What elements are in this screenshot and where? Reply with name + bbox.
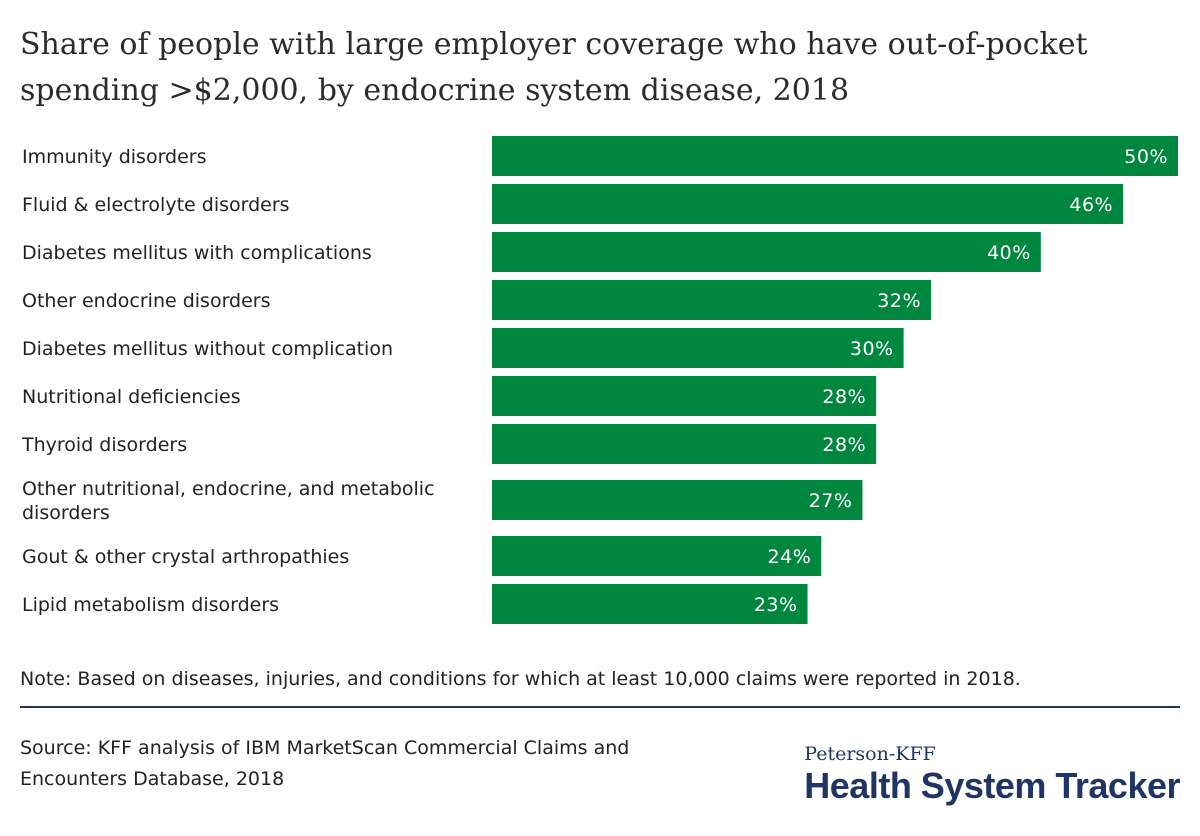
bar-value-label: 30%	[850, 338, 894, 360]
bar	[492, 584, 808, 624]
bar	[492, 232, 1041, 272]
bar	[492, 280, 932, 320]
bar-chart: 50% Immunity disorders 46% Fluid & electrol…	[21, 136, 1178, 624]
chart-title: Share of people with large employer cove…	[20, 27, 1088, 108]
chart-source: Source: KFF analysis of IBM MarketScan C…	[20, 737, 630, 790]
category-label: Fluid & electrolyte disorders	[22, 194, 290, 216]
bar-value-label: 32%	[877, 290, 921, 312]
bar-value-label: 50%	[1124, 146, 1168, 168]
bar-value-label: 46%	[1069, 194, 1113, 216]
category-label: disorders	[22, 502, 110, 524]
bar	[492, 184, 1124, 224]
bar	[492, 328, 904, 368]
bar-value-label: 23%	[754, 594, 798, 616]
bar	[492, 536, 822, 576]
brand-logo[interactable]: Peterson-KFF Health System Tracker	[804, 742, 1180, 806]
bar	[492, 480, 863, 520]
category-label: Immunity disorders	[22, 146, 207, 168]
category-label: Other nutritional, endocrine, and metabo…	[22, 478, 435, 500]
bar	[492, 424, 877, 464]
bar-value-label: 40%	[987, 242, 1031, 264]
bar-value-label: 27%	[809, 490, 853, 512]
category-label: Diabetes mellitus without complication	[22, 338, 393, 360]
bar	[492, 376, 877, 416]
category-label: Thyroid disorders	[21, 434, 187, 456]
brand-logo-main: Health System Tracker	[804, 765, 1180, 806]
bar-value-label: 24%	[768, 546, 812, 568]
bar-value-label: 28%	[822, 386, 866, 408]
category-label: Nutritional deficiencies	[22, 386, 241, 408]
category-label: Lipid metabolism disorders	[22, 594, 279, 616]
category-label: Diabetes mellitus with complications	[22, 242, 372, 264]
bar	[492, 136, 1178, 176]
divider	[20, 706, 1180, 708]
chart-note: Note: Based on diseases, injuries, and c…	[20, 668, 1021, 690]
bar-value-label: 28%	[822, 434, 866, 456]
category-label: Gout & other crystal arthropathies	[22, 546, 349, 568]
brand-logo-top: Peterson-KFF	[804, 743, 936, 765]
category-label: Other endocrine disorders	[22, 290, 271, 312]
